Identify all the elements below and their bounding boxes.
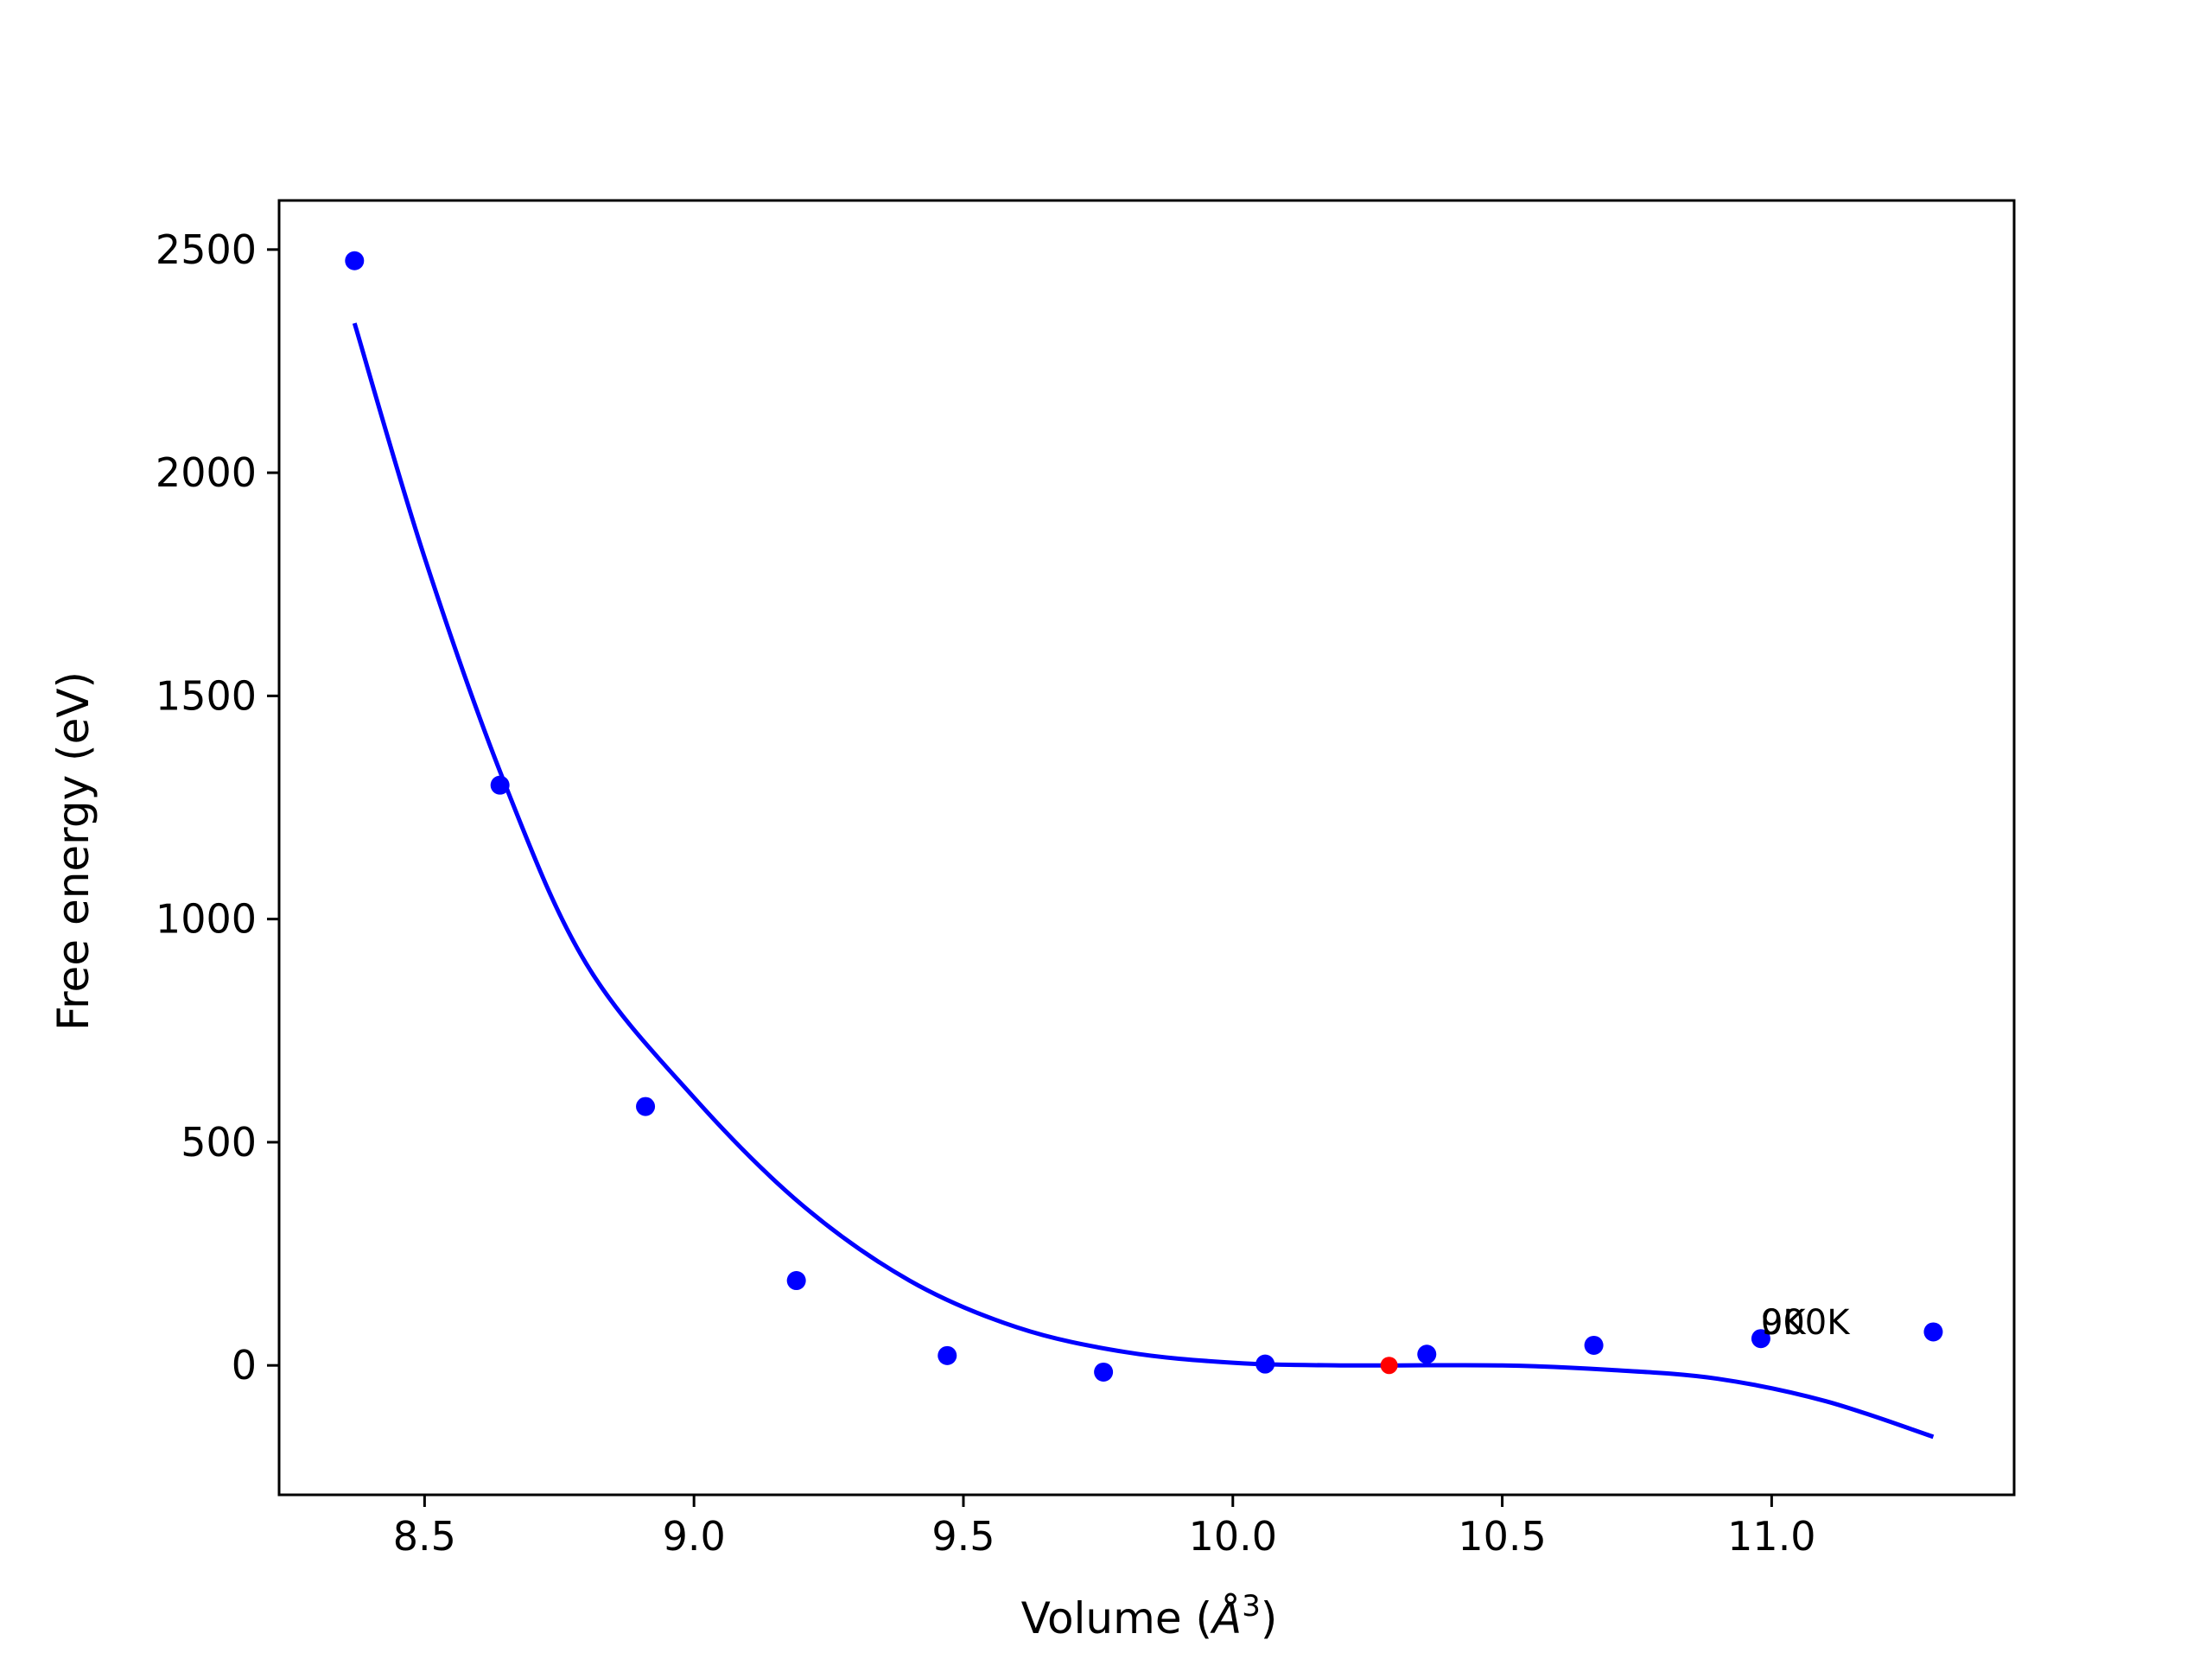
temperature-annotation: 0K [1761,1303,1807,1343]
y-tick-label: 500 [181,1119,257,1166]
x-tick-label: 9.0 [663,1513,726,1560]
data-point [1094,1362,1114,1382]
temperature-annotation: 900K [1761,1303,1851,1343]
y-tick-label: 1000 [156,896,257,943]
minimum-point [1380,1357,1398,1375]
data-point [1584,1335,1604,1355]
data-point [938,1345,957,1365]
y-tick-label: 2500 [156,226,257,273]
data-point [1417,1344,1437,1364]
data-point [636,1096,656,1116]
axes-ticks: 8.5 9.0 9.5 10.0 10.5 11.0 0 500 1000 1500 2000 250… [156,226,1816,1560]
x-tick-label: 8.5 [393,1513,456,1560]
data-point [786,1271,806,1291]
y-tick-label: 0 [232,1342,257,1389]
x-tick-label: 9.5 [931,1513,995,1560]
y-axis-label: Free energy (eV) [48,671,99,1031]
y-tick-label: 2000 [156,449,257,496]
x-tick-label: 10.0 [1189,1513,1277,1560]
y-tick-label: 1500 [156,672,257,719]
x-axis-label: Volume (Å3) [1021,1589,1278,1643]
axes-frame [277,199,2016,1497]
x-tick-label: 11.0 [1727,1513,1815,1560]
data-point [345,251,365,270]
x-tick-label: 10.5 [1458,1513,1546,1560]
data-point [1751,1329,1770,1349]
data-point [1923,1322,1943,1342]
fit-curve [352,322,1935,1440]
